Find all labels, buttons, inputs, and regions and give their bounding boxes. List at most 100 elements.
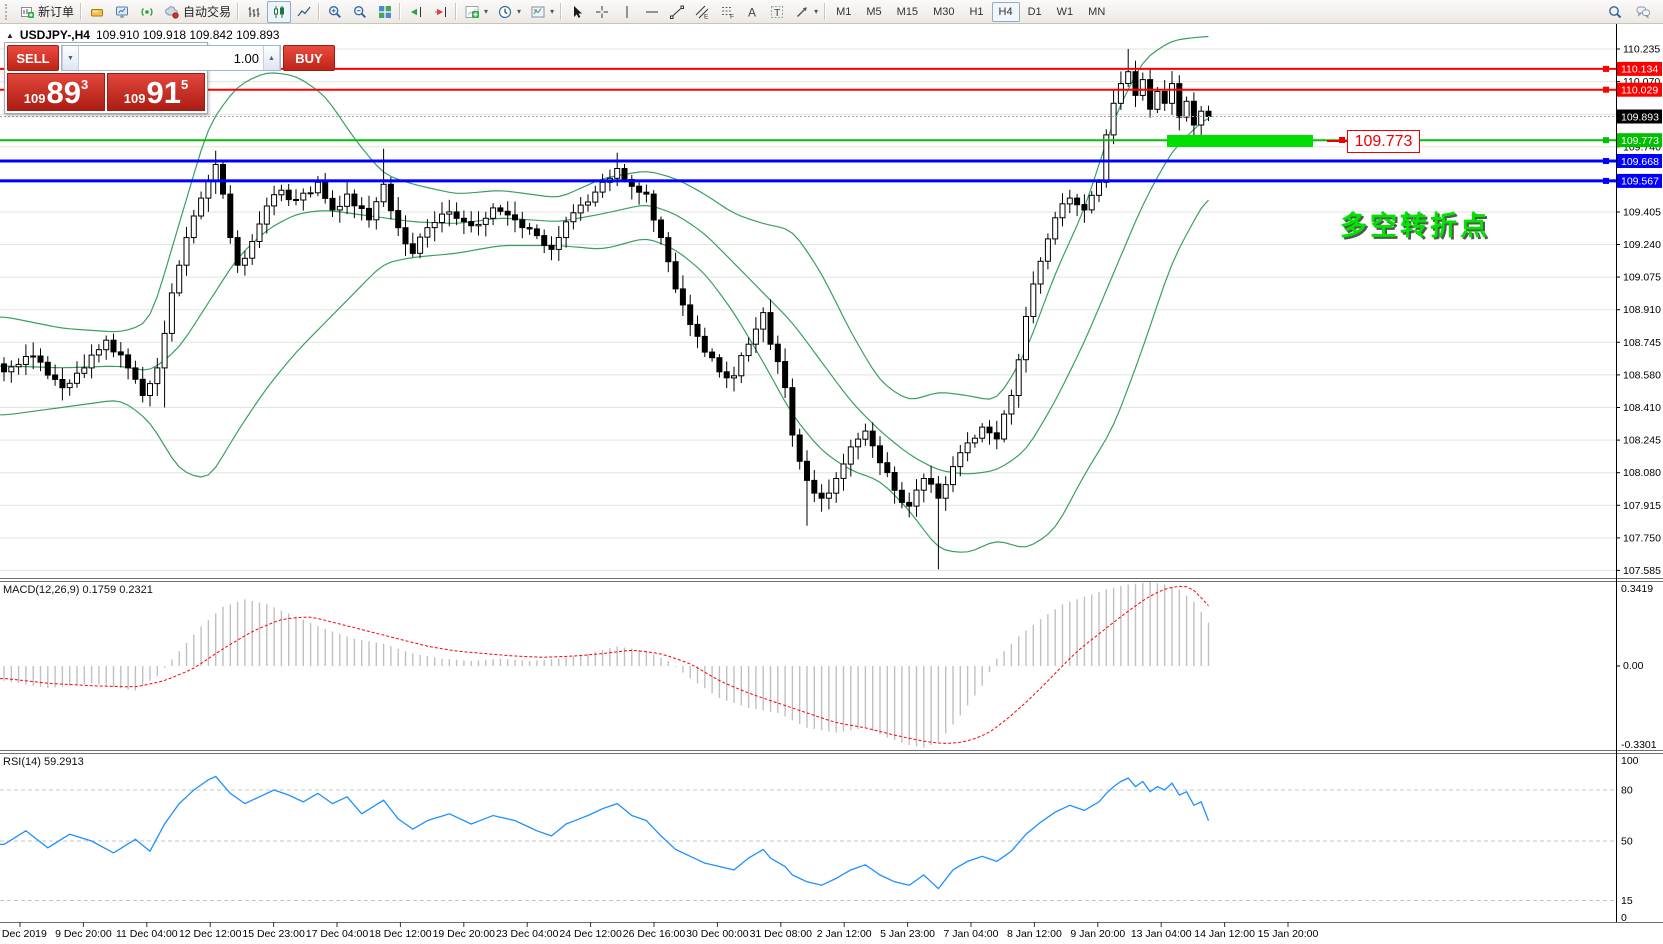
- price-tag-109.567[interactable]: 109.567: [1617, 173, 1662, 188]
- volume-decrease-icon[interactable]: ▼: [62, 46, 79, 70]
- monitor-icon: [114, 4, 130, 20]
- svg-text:24 Dec 12:00: 24 Dec 12:00: [559, 928, 622, 940]
- level-handle[interactable]: [1603, 137, 1609, 144]
- buy-price-prefix: 109: [123, 91, 146, 106]
- svg-text:110.134: 110.134: [1621, 64, 1658, 76]
- level-handle[interactable]: [1603, 65, 1609, 72]
- cursor-button[interactable]: [565, 1, 589, 23]
- price-gridlines: [0, 48, 1616, 571]
- new-order-label: 新订单: [38, 5, 75, 19]
- timeframe-mn-button[interactable]: MN: [1088, 5, 1106, 18]
- periods-dropdown-icon[interactable]: ▾: [517, 7, 522, 16]
- svg-text:108.745: 108.745: [1623, 337, 1661, 349]
- auto-trading-button[interactable]: 自动交易: [160, 1, 235, 23]
- level-handle[interactable]: [1603, 158, 1609, 164]
- sell-price-display[interactable]: 109 89 3: [7, 73, 105, 111]
- svg-text:15 Jan 20:00: 15 Jan 20:00: [1258, 928, 1319, 940]
- add-indicator-icon: [464, 4, 480, 20]
- price-tag-109.668[interactable]: 109.668: [1617, 154, 1662, 168]
- volume-increase-icon[interactable]: ▲: [263, 46, 280, 70]
- toolbar-separator: [560, 3, 562, 20]
- indicators-list-button[interactable]: ▾: [460, 1, 492, 23]
- price-callout-handle[interactable]: [1339, 137, 1345, 143]
- svg-text:109.668: 109.668: [1621, 156, 1659, 168]
- arrows-button[interactable]: ▾: [790, 1, 822, 23]
- trendline-button[interactable]: [665, 1, 689, 23]
- rsi-value: 59.2913: [43, 756, 84, 768]
- timeframe-h1-button[interactable]: H1: [969, 5, 984, 18]
- horizontal-line-button[interactable]: [640, 1, 664, 23]
- zoom-out-button[interactable]: [348, 1, 372, 23]
- svg-text:E: E: [704, 13, 709, 20]
- templates-dropdown-icon[interactable]: ▾: [550, 7, 555, 16]
- volume-input[interactable]: [79, 46, 263, 70]
- text-label-button[interactable]: T: [765, 1, 789, 23]
- label-t-icon: T: [769, 4, 785, 20]
- bollinger-middle-line: [0, 117, 1209, 475]
- search-button[interactable]: [1603, 1, 1627, 23]
- svg-text:F: F: [730, 13, 734, 20]
- text-button[interactable]: A: [740, 1, 764, 23]
- quote-panel-collapse-icon[interactable]: ▲: [6, 30, 14, 40]
- svg-text:19 Dec 20:00: 19 Dec 20:00: [433, 928, 496, 940]
- signals-button[interactable]: [135, 1, 159, 23]
- vertical-line-button[interactable]: [615, 1, 639, 23]
- candlestick-chart-button[interactable]: [267, 0, 292, 23]
- hline-icon: [644, 4, 660, 20]
- gold-icon: [89, 4, 105, 20]
- price-tag-110.029[interactable]: 110.029: [1617, 82, 1662, 97]
- timeframe-m15-button[interactable]: M15: [896, 5, 919, 18]
- indicators-list-dropdown-icon[interactable]: ▾: [484, 7, 489, 16]
- price-tag-109.773[interactable]: 109.773: [1617, 133, 1662, 148]
- highlight-rectangle[interactable]: [1167, 135, 1313, 147]
- tile-windows-button[interactable]: [373, 1, 397, 23]
- toolbar-drag-handle[interactable]: [5, 3, 11, 20]
- market-watch-button[interactable]: [85, 1, 109, 23]
- svg-text:9 Dec 20:00: 9 Dec 20:00: [55, 928, 112, 940]
- candles-layer[interactable]: [1, 49, 1212, 570]
- turning-point-annotation: 多空转折点: [1340, 211, 1490, 241]
- price-tag-109.893[interactable]: 109.893: [1617, 109, 1662, 124]
- price-callout-label[interactable]: 109.773: [1347, 130, 1420, 153]
- chart-window[interactable]: 110.235 110.070 109.740 109.405 109.240 109.0…: [0, 24, 1663, 944]
- toolbar-separator: [399, 3, 401, 20]
- timeframe-m1-button[interactable]: M1: [836, 5, 852, 18]
- timeframe-d1-button[interactable]: D1: [1027, 5, 1042, 18]
- arrows-dropdown-icon[interactable]: ▾: [814, 7, 819, 16]
- timeframe-h4-button[interactable]: H4: [991, 1, 1020, 22]
- price-chart-canvas[interactable]: 110.235110.070109.740109.405109.240109.0…: [0, 24, 1663, 944]
- crosshair-button[interactable]: [590, 1, 614, 23]
- buy-price-display[interactable]: 109 91 5: [107, 73, 205, 111]
- sell-button[interactable]: SELL: [7, 45, 59, 71]
- chart-title: ▲ USDJPY-,H4 109.910 109.918 109.842 109…: [6, 28, 279, 42]
- fibonacci-retracement-button[interactable]: F: [715, 1, 739, 23]
- timeframe-m5-button[interactable]: M5: [866, 5, 882, 18]
- templates-button[interactable]: ▾: [526, 1, 558, 23]
- auto-scroll-button[interactable]: [404, 1, 428, 23]
- chart-shift-button[interactable]: [429, 1, 453, 23]
- svg-text:110.235: 110.235: [1623, 44, 1660, 56]
- level-handle[interactable]: [1603, 177, 1609, 184]
- chat-button[interactable]: [1631, 1, 1655, 23]
- rsi-line: [0, 775, 1210, 890]
- level-handle[interactable]: [1603, 86, 1609, 93]
- data-window-button[interactable]: [110, 1, 134, 23]
- new-order-button[interactable]: 新订单: [15, 1, 78, 23]
- timeframe-w1-button[interactable]: W1: [1056, 5, 1074, 18]
- buy-button[interactable]: BUY: [283, 45, 335, 71]
- svg-text:18 Dec 12:00: 18 Dec 12:00: [369, 928, 432, 940]
- svg-text:15: 15: [1621, 895, 1633, 907]
- timeframe-m30-button[interactable]: M30: [933, 5, 955, 18]
- search-icon: [1607, 4, 1623, 20]
- volume-stepper: ▼ ▲: [61, 45, 281, 71]
- periods-button[interactable]: ▾: [493, 1, 525, 23]
- zoom-in-button[interactable]: [323, 1, 347, 23]
- svg-text:0: 0: [1621, 912, 1627, 924]
- bar-chart-button[interactable]: [242, 1, 266, 23]
- equidistant-channel-button[interactable]: E: [690, 1, 714, 23]
- svg-text:108.410: 108.410: [1623, 402, 1661, 414]
- line-chart-button[interactable]: [292, 1, 316, 23]
- price-tag-110.134[interactable]: 110.134: [1617, 61, 1662, 76]
